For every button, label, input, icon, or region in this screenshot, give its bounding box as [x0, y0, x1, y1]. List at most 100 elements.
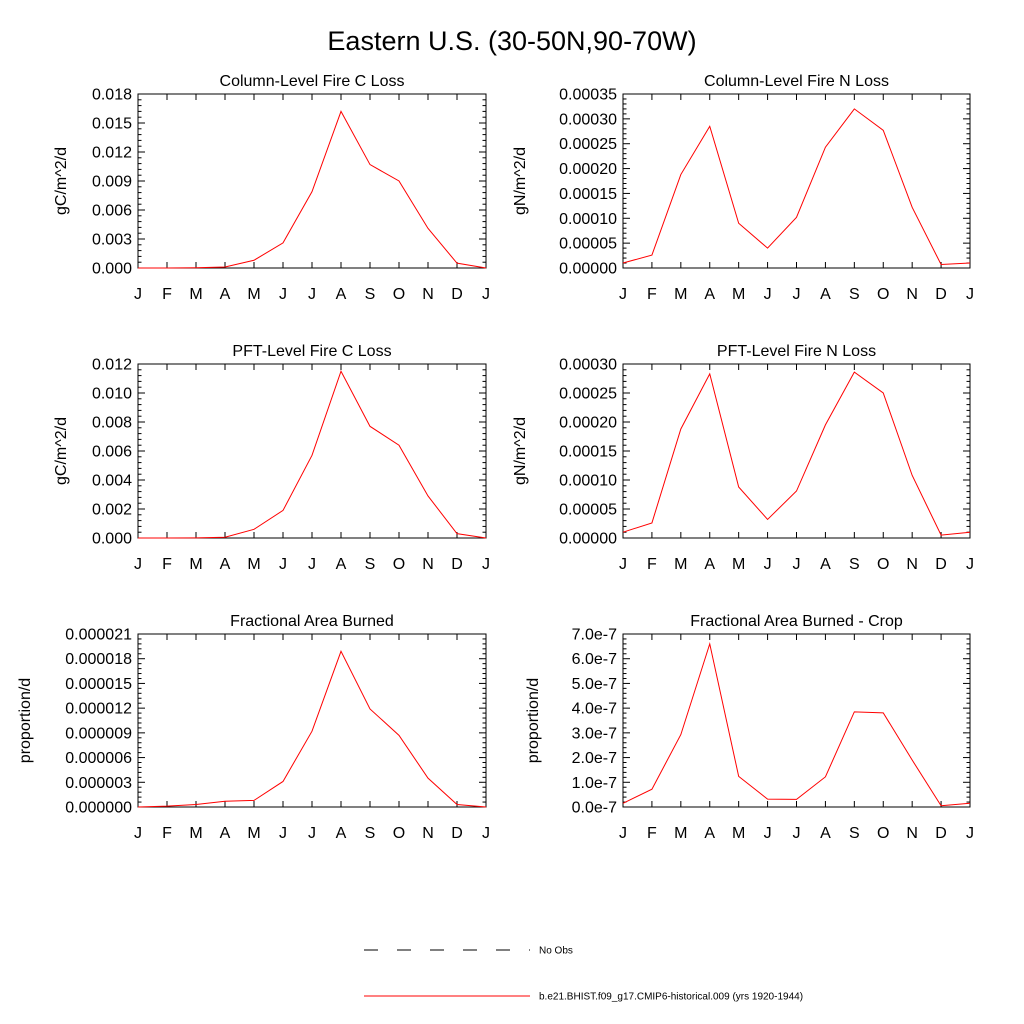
x-tick-label: J	[134, 286, 142, 303]
y-tick-label: 0.00005	[559, 236, 617, 253]
x-tick-label: A	[336, 286, 347, 303]
series-line	[622, 371, 971, 536]
y-tick-label: 0.010	[92, 386, 132, 403]
x-tick-label: M	[247, 556, 260, 573]
x-tick-label: O	[393, 825, 405, 842]
panel-title: PFT-Level Fire C Loss	[232, 343, 391, 360]
plot-frame	[137, 633, 487, 808]
panel-title: PFT-Level Fire N Loss	[717, 343, 876, 360]
legend-label: No Obs	[539, 946, 573, 957]
x-tick-label: J	[308, 286, 316, 303]
y-tick-label: 0.00035	[559, 87, 617, 104]
x-tick-label: J	[619, 286, 627, 303]
y-tick-label: 5.0e-7	[572, 676, 617, 693]
x-tick-label: N	[422, 556, 434, 573]
y-tick-label: 0.008	[92, 415, 132, 432]
x-tick-label: M	[674, 825, 687, 842]
y-axis-label: gC/m^2/d	[53, 147, 70, 215]
series-line	[138, 110, 487, 269]
x-tick-label: F	[162, 825, 172, 842]
x-tick-label: A	[336, 825, 347, 842]
y-tick-label: 0.000003	[65, 775, 132, 792]
x-tick-label: J	[966, 825, 974, 842]
y-axis-label: proportion/d	[525, 678, 542, 763]
y-tick-label: 0.012	[92, 145, 132, 162]
plot-frame	[622, 633, 971, 808]
y-tick-label: 0.000	[92, 531, 132, 548]
y-tick-label: 2.0e-7	[572, 750, 617, 767]
y-tick-label: 0.018	[92, 87, 132, 104]
y-tick-label: 0.000009	[65, 725, 132, 742]
series-line	[622, 108, 971, 266]
x-tick-label: A	[704, 825, 715, 842]
x-tick-label: J	[764, 556, 772, 573]
series-line	[622, 641, 971, 807]
x-tick-label: S	[365, 286, 376, 303]
x-tick-label: F	[647, 556, 657, 573]
x-tick-label: M	[674, 556, 687, 573]
series-line	[137, 650, 487, 808]
y-tick-label: 1.0e-7	[572, 775, 617, 792]
x-tick-label: S	[849, 825, 860, 842]
x-tick-label: O	[877, 825, 889, 842]
x-tick-label: N	[906, 825, 918, 842]
y-tick-label: 0.000012	[65, 701, 132, 718]
x-tick-label: J	[793, 286, 801, 303]
y-tick-label: 0.012	[92, 357, 132, 374]
x-tick-label: M	[247, 825, 260, 842]
y-tick-label: 0.006	[92, 203, 132, 220]
x-tick-label: D	[935, 825, 947, 842]
y-axis-label: gN/m^2/d	[512, 147, 529, 215]
x-tick-label: O	[877, 286, 889, 303]
plot-frame	[622, 363, 971, 539]
x-tick-label: D	[451, 286, 463, 303]
panel-title: Column-Level Fire C Loss	[220, 73, 405, 90]
x-tick-label: A	[820, 286, 831, 303]
x-tick-label: A	[820, 825, 831, 842]
y-tick-label: 0.000000	[65, 800, 132, 817]
x-tick-label: F	[647, 825, 657, 842]
x-tick-label: S	[365, 556, 376, 573]
y-tick-label: 0.00010	[559, 473, 617, 490]
y-axis-label: gN/m^2/d	[512, 417, 529, 485]
y-tick-label: 0.00030	[559, 357, 617, 374]
x-tick-label: J	[279, 825, 287, 842]
y-tick-label: 0.000018	[65, 651, 132, 668]
x-tick-label: A	[704, 556, 715, 573]
plot-frame	[622, 93, 971, 269]
x-tick-label: J	[764, 286, 772, 303]
x-tick-label: D	[935, 286, 947, 303]
panel-title: Fractional Area Burned - Crop	[690, 613, 903, 630]
y-tick-label: 0.003	[92, 232, 132, 249]
x-tick-label: M	[189, 286, 202, 303]
y-tick-label: 0.015	[92, 116, 132, 133]
y-tick-label: 0.009	[92, 174, 132, 191]
x-tick-label: J	[279, 556, 287, 573]
x-tick-label: M	[189, 825, 202, 842]
x-tick-label: J	[793, 556, 801, 573]
y-tick-label: 0.00000	[559, 531, 617, 548]
x-tick-label: J	[308, 825, 316, 842]
x-tick-label: A	[220, 286, 231, 303]
x-tick-label: J	[134, 556, 142, 573]
y-tick-label: 0.000021	[65, 627, 132, 644]
plot-frame	[137, 363, 487, 539]
y-tick-label: 0.00030	[559, 111, 617, 128]
x-tick-label: M	[732, 556, 745, 573]
x-tick-label: J	[619, 556, 627, 573]
x-tick-label: M	[674, 286, 687, 303]
y-tick-label: 0.004	[92, 473, 132, 490]
x-tick-label: J	[308, 556, 316, 573]
x-tick-label: A	[220, 556, 231, 573]
x-tick-label: M	[189, 556, 202, 573]
x-tick-label: M	[732, 286, 745, 303]
panel-title: Fractional Area Burned	[230, 613, 394, 630]
x-tick-label: D	[935, 556, 947, 573]
x-tick-label: J	[793, 825, 801, 842]
y-tick-label: 0.00005	[559, 502, 617, 519]
